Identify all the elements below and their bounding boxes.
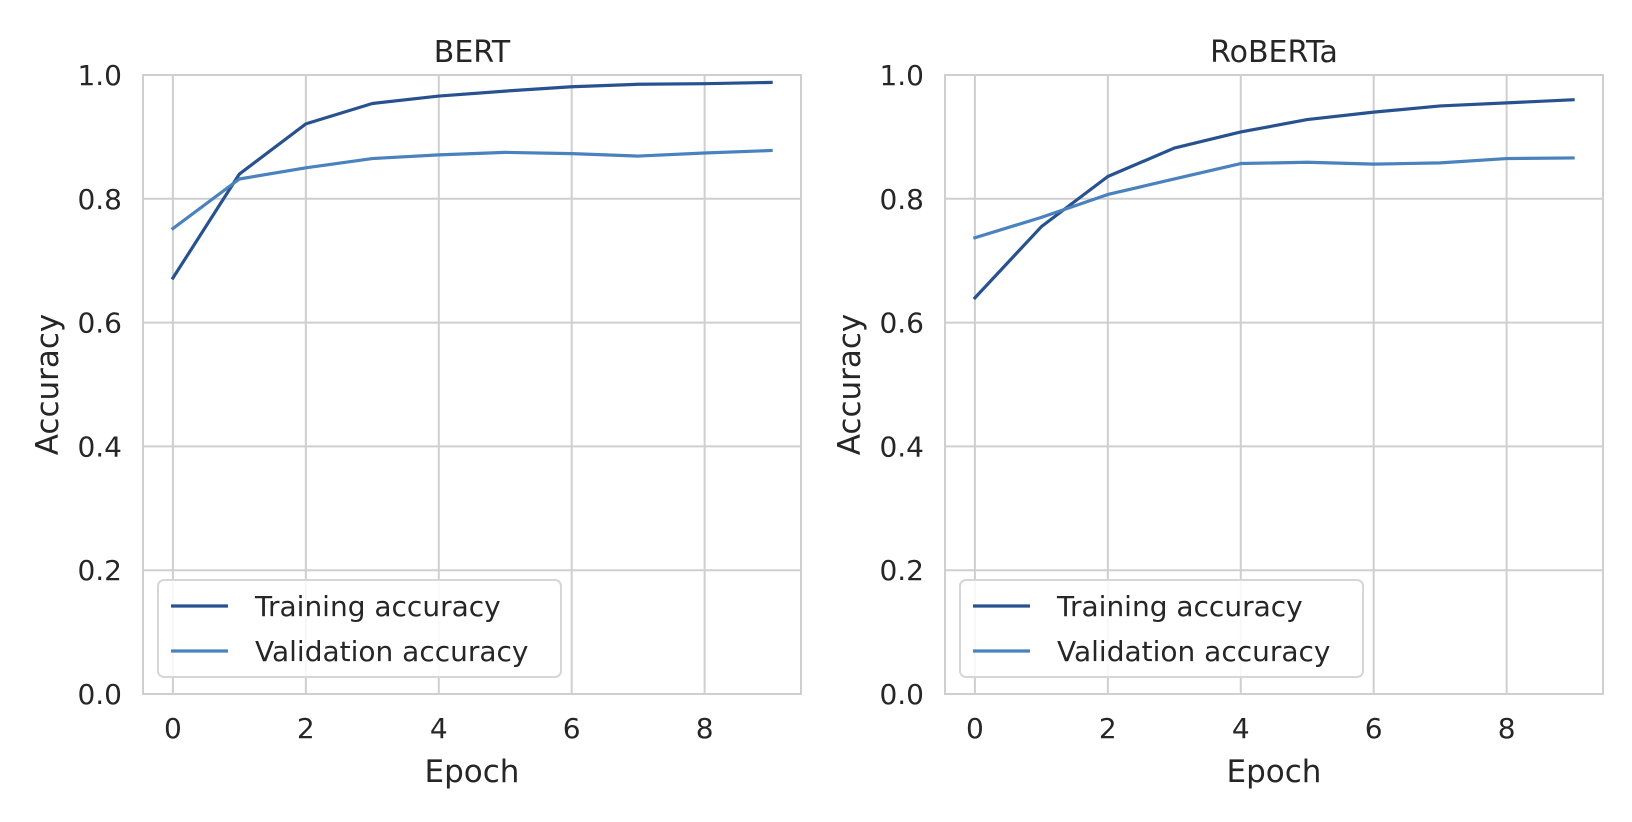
y-tick-label: 0.0	[879, 678, 924, 711]
x-axis-label: Epoch	[425, 754, 520, 790]
chart-bert: 0 2 4 6 8 0.0 0.2 0.4 0.6 0.8 1.0 BERT Epoch Accuracy…	[30, 35, 802, 790]
x-tick-label: 2	[1099, 712, 1117, 745]
chart-title: RoBERTa	[1210, 35, 1338, 70]
plot-frame	[142, 74, 802, 695]
series-line-validation-accuracy	[170, 148, 773, 231]
y-tick-label: 0.6	[879, 307, 924, 340]
x-tick-label: 8	[1498, 712, 1516, 745]
y-tick-label: 1.0	[879, 59, 924, 92]
y-tick-label: 1.0	[77, 59, 122, 92]
y-tick-label: 0.6	[77, 307, 122, 340]
y-tick-label: 0.8	[879, 183, 924, 216]
y-tick-label: 0.2	[879, 554, 924, 587]
legend-label: Training accuracy	[254, 590, 501, 623]
x-tick-label: 6	[1365, 712, 1383, 745]
series-line-training-accuracy	[972, 98, 1575, 301]
x-tick-label: 6	[563, 712, 581, 745]
series-line-training-accuracy	[170, 80, 773, 281]
y-tick-label: 0.2	[77, 554, 122, 587]
legend-box	[959, 579, 1364, 678]
x-tick-label: 0	[966, 712, 984, 745]
x-tick-label: 8	[696, 712, 714, 745]
legend: Training accuracy Validation accuracy	[157, 579, 562, 678]
x-tick-label: 4	[1232, 712, 1250, 745]
x-tick-label: 0	[164, 712, 182, 745]
x-tick-label: 2	[297, 712, 315, 745]
y-axis-label: Accuracy	[832, 314, 868, 456]
series-line-validation-accuracy	[972, 156, 1575, 240]
y-tick-label: 0.8	[77, 183, 122, 216]
legend-label: Validation accuracy	[255, 635, 529, 668]
y-axis-label: Accuracy	[30, 314, 66, 456]
x-axis-label: Epoch	[1227, 754, 1322, 790]
legend-label: Training accuracy	[1056, 590, 1303, 623]
chart-roberta: 0 2 4 6 8 0.0 0.2 0.4 0.6 0.8 1.0 RoBERTa Epoch Accur…	[832, 35, 1604, 790]
legend: Training accuracy Validation accuracy	[959, 579, 1364, 678]
legend-box	[157, 579, 562, 678]
y-tick-label: 0.4	[77, 430, 122, 463]
y-tick-label: 0.4	[879, 430, 924, 463]
y-tick-label: 0.0	[77, 678, 122, 711]
x-tick-label: 4	[430, 712, 448, 745]
legend-label: Validation accuracy	[1057, 635, 1331, 668]
chart-title: BERT	[434, 35, 511, 70]
plot-frame	[944, 74, 1604, 695]
